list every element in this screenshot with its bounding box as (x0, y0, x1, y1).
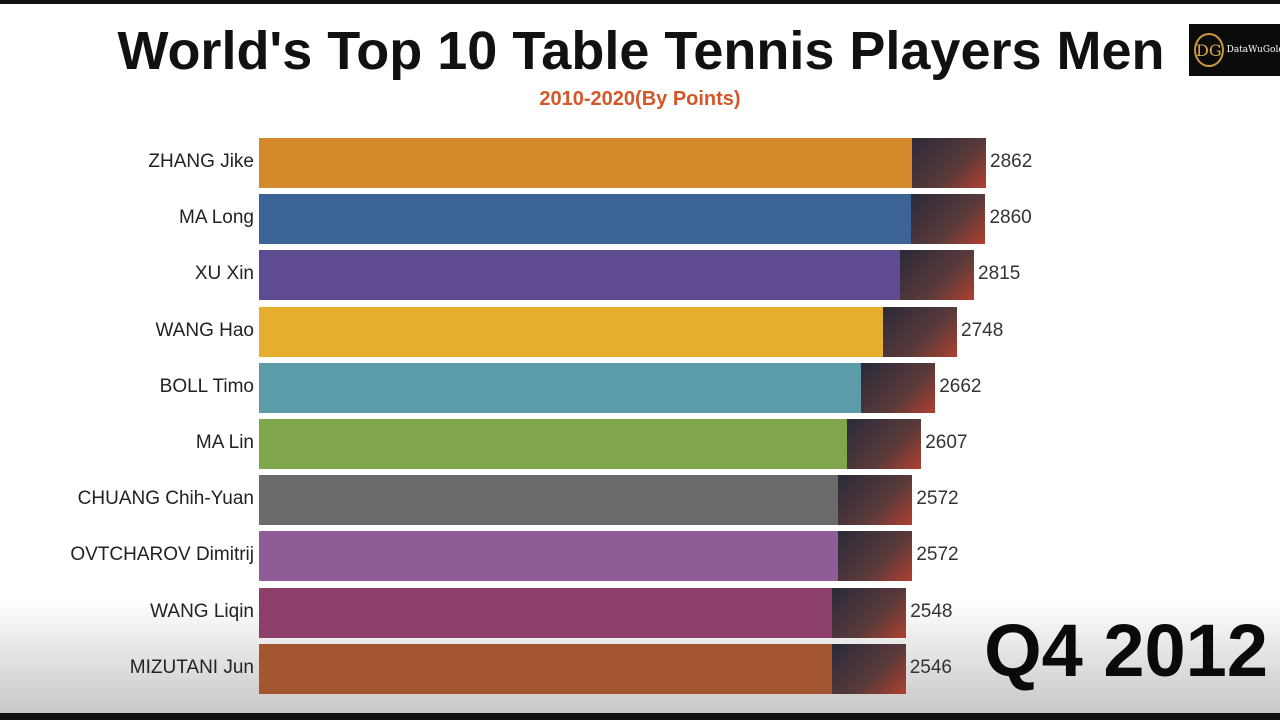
bar-label: MIZUTANI Jun (129, 656, 254, 678)
bar (259, 587, 907, 638)
bar (259, 306, 958, 357)
bar-value-label: 2662 (939, 375, 982, 397)
bar-value-label: 2860 (989, 207, 1032, 229)
player-photo (900, 250, 975, 301)
player-photo (831, 643, 906, 694)
logo-mark: DG (1194, 33, 1224, 67)
player-photo (838, 475, 913, 526)
player-photo (832, 587, 907, 638)
bar-value-label: 2607 (925, 432, 968, 453)
bar (259, 362, 936, 413)
brand-logo: DG DataWuGold (1189, 24, 1280, 76)
top-border (0, 0, 1280, 4)
bar (259, 531, 913, 582)
bar (259, 194, 986, 245)
player-photo (847, 419, 922, 469)
bar (259, 138, 986, 188)
bottom-border (0, 713, 1280, 720)
player-photo (838, 531, 913, 582)
bar (259, 250, 975, 301)
bar-value-label: 2546 (909, 656, 952, 678)
player-photo (861, 362, 936, 413)
player-photo (911, 194, 986, 245)
bar-label: OVTCHAROV Dimitrij (70, 544, 254, 566)
chart-title: World's Top 10 Table Tennis Players Men (117, 21, 1165, 81)
bar-value-label: 2815 (978, 263, 1021, 285)
bar-value-label: 2572 (916, 544, 959, 566)
bar-label: CHUANG Chih-Yuan (77, 488, 254, 510)
chart-subtitle: 2010-2020(By Points) (539, 88, 741, 110)
bar-value-label: 2572 (916, 488, 959, 510)
bar-label: WANG Liqin (150, 600, 254, 622)
player-photo (912, 138, 986, 188)
bar-label: MA Lin (195, 432, 254, 453)
bar-label: MA Long (179, 207, 254, 229)
bar (259, 475, 913, 526)
bar-label: BOLL Timo (159, 375, 254, 397)
bar-value-label: 2748 (961, 319, 1004, 341)
bar-label: WANG Hao (155, 319, 254, 341)
bar (259, 643, 906, 694)
logo-text: DataWuGold (1226, 45, 1280, 55)
bar-value-label: 2862 (990, 151, 1033, 172)
player-photo (883, 306, 958, 357)
bar-value-label: 2548 (910, 600, 953, 622)
bar-label: XU Xin (194, 263, 254, 285)
bar (259, 419, 922, 469)
period-label: Q4 2012 (984, 609, 1268, 692)
bar-label: ZHANG Jike (148, 151, 254, 172)
